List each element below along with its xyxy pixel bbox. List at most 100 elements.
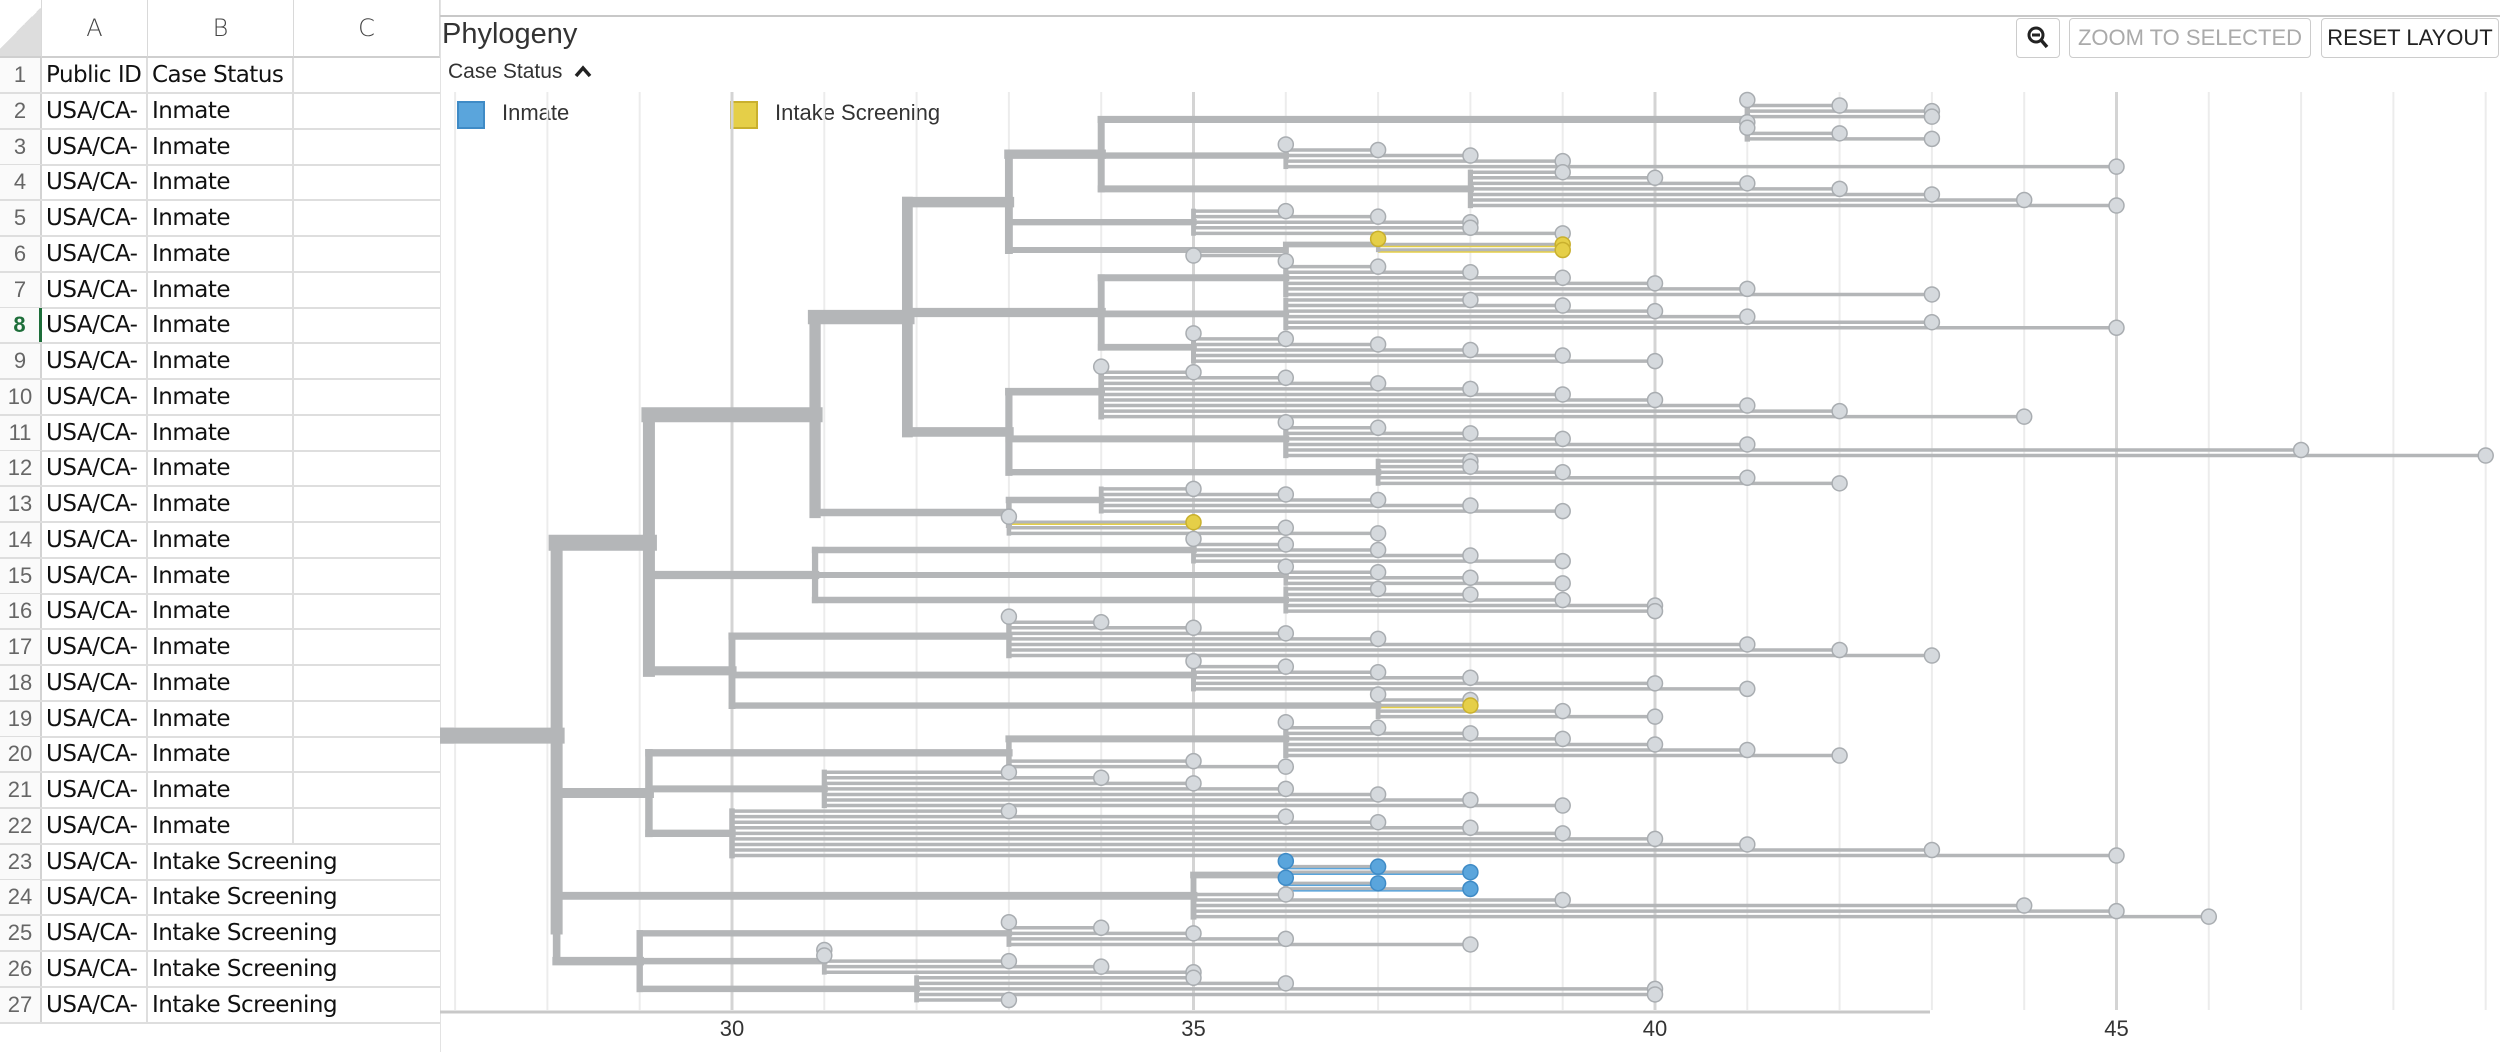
spreadsheet-row[interactable]: 19 USA/CA- Inmate (0, 701, 440, 738)
spreadsheet-row[interactable]: 21 USA/CA- Inmate (0, 773, 440, 809)
tree-tip[interactable] (1646, 302, 1664, 320)
tree-tip[interactable] (2108, 847, 2125, 864)
column-header-b[interactable]: B (148, 0, 294, 58)
tree-tip[interactable] (1462, 380, 1479, 398)
tree-tip[interactable] (1462, 936, 1479, 953)
legend-label-intake-screening[interactable]: Intake Screening (775, 100, 941, 125)
cell-public-id[interactable]: USA/CA- (42, 93, 148, 128)
cell-public-id[interactable]: USA/CA- (42, 415, 148, 450)
cell-public-id[interactable]: USA/CA- (42, 308, 148, 343)
tree-tip[interactable] (1646, 275, 1664, 292)
spreadsheet-row[interactable]: 13 USA/CA- Inmate (0, 487, 440, 523)
row-number[interactable]: 18 (0, 665, 42, 700)
tree-tip[interactable] (1554, 575, 1571, 592)
spreadsheet-row[interactable]: 22 USA/CA- Inmate (0, 808, 440, 845)
tree-tip[interactable] (1462, 669, 1479, 687)
cell-case-status[interactable]: Intake Screening (152, 848, 338, 875)
cell-case-status[interactable]: Inmate (148, 522, 294, 557)
tree-tip[interactable] (2108, 158, 2125, 175)
row-number[interactable]: 16 (0, 594, 42, 629)
tree-tip[interactable] (2108, 197, 2125, 214)
tree-tip[interactable] (1462, 497, 1479, 514)
tree-tip[interactable] (1554, 347, 1571, 364)
tree-tip[interactable] (1185, 530, 1202, 548)
spreadsheet-row[interactable]: 25 USA/CA- Intake Screening (0, 916, 440, 952)
cell-case-status[interactable]: Inmate (148, 236, 294, 271)
tree-tip[interactable] (1739, 397, 1756, 414)
tree-tip[interactable] (1000, 508, 1018, 525)
tree-tip[interactable] (1646, 602, 1664, 620)
tree-tip[interactable] (1277, 202, 1295, 220)
tree-tip[interactable] (1000, 913, 1018, 931)
tree-tip[interactable] (1739, 175, 1756, 192)
tree-tip[interactable] (1554, 163, 1571, 181)
cell-public-id[interactable]: USA/CA- (42, 236, 148, 271)
spreadsheet-row[interactable]: 2 USA/CA- Inmate (0, 93, 440, 130)
tree-tip[interactable] (1369, 686, 1387, 703)
tree-tip[interactable] (1185, 925, 1202, 942)
tree-tip[interactable] (1739, 469, 1756, 487)
tree-tip[interactable] (1277, 758, 1295, 775)
tree-tip[interactable] (1462, 425, 1479, 442)
row-number[interactable]: 22 (0, 808, 42, 843)
tree-tip[interactable] (1554, 552, 1571, 570)
tree-tip[interactable] (1462, 547, 1479, 564)
tree-tip[interactable] (1277, 713, 1295, 731)
tree-tip[interactable] (2015, 408, 2033, 425)
tree-tip[interactable] (1739, 741, 1756, 759)
spreadsheet-row[interactable]: 10 USA/CA- Inmate (0, 379, 440, 416)
tree-tip[interactable] (1462, 147, 1479, 164)
tree-tip[interactable] (1554, 502, 1571, 520)
tree-tip[interactable] (1185, 325, 1202, 342)
row-number[interactable]: 8 (0, 308, 42, 343)
spreadsheet-row[interactable]: 15 USA/CA- Inmate (0, 558, 440, 595)
cell-case-status[interactable]: Intake Screening (152, 955, 338, 982)
tree-tip[interactable] (1831, 747, 1848, 764)
legend-swatch-inmate[interactable] (457, 101, 485, 129)
cell-case-status[interactable]: Inmate (148, 344, 294, 378)
spreadsheet-row[interactable]: 20 USA/CA- Inmate (0, 737, 440, 774)
tree-tip[interactable] (2477, 447, 2494, 464)
tree-tip-inmate[interactable] (1462, 863, 1479, 881)
cell-public-id[interactable]: USA/CA- (42, 272, 148, 307)
tree-tip[interactable] (1554, 797, 1571, 814)
tree-tip[interactable] (1369, 208, 1387, 225)
tree-tip[interactable] (2015, 897, 2033, 914)
cell-public-id[interactable]: USA/CA- (42, 737, 148, 772)
cell-public-id[interactable]: USA/CA- (42, 165, 148, 200)
spreadsheet-row[interactable]: 12 USA/CA- Inmate (0, 451, 440, 488)
tree-tip[interactable] (1277, 413, 1295, 431)
tree-tip[interactable] (1554, 269, 1571, 287)
phylogeny-tree[interactable]: 30 35 40 45 (440, 0, 2516, 1052)
tree-tip-intake-screening[interactable] (1462, 697, 1479, 714)
tree-tip[interactable] (1554, 297, 1571, 314)
cell-case-status[interactable]: Inmate (148, 129, 294, 164)
tree-tip-inmate[interactable] (1369, 875, 1387, 892)
tree-tip-intake-screening[interactable] (1554, 241, 1571, 259)
row-number[interactable]: 24 (0, 880, 42, 915)
tree-tip[interactable] (1554, 891, 1571, 909)
tree-tip[interactable] (1000, 802, 1018, 820)
tree-tip[interactable] (1277, 930, 1295, 948)
tree-tip-inmate[interactable] (1462, 880, 1479, 898)
spreadsheet-row[interactable]: 23 USA/CA- Intake Screening (0, 844, 440, 881)
cell-public-id[interactable]: USA/CA- (42, 522, 148, 557)
spreadsheet-row[interactable]: 7 USA/CA- Inmate (0, 272, 440, 309)
tree-tip[interactable] (1277, 536, 1295, 553)
select-all-corner[interactable] (0, 0, 42, 58)
tree-tip-inmate[interactable] (1277, 852, 1295, 870)
tree-tip[interactable] (1369, 375, 1387, 392)
tree-tip[interactable] (1739, 119, 1756, 137)
tree-tip[interactable] (1923, 108, 1941, 125)
tree-tip[interactable] (1277, 486, 1295, 503)
spreadsheet-row[interactable]: 18 USA/CA- Inmate (0, 665, 440, 702)
tree-tip[interactable] (1369, 419, 1387, 437)
zoom-out-button[interactable] (2016, 18, 2060, 58)
tree-tip[interactable] (1369, 258, 1387, 275)
tree-tip[interactable] (1369, 563, 1387, 581)
tree-tip[interactable] (1646, 736, 1664, 753)
zoom-to-selected-button[interactable]: ZOOM TO SELECTED (2069, 18, 2311, 58)
cell-public-id[interactable]: USA/CA- (42, 451, 148, 486)
cell-case-status[interactable]: Inmate (148, 773, 294, 807)
tree-tip[interactable] (1000, 608, 1018, 625)
